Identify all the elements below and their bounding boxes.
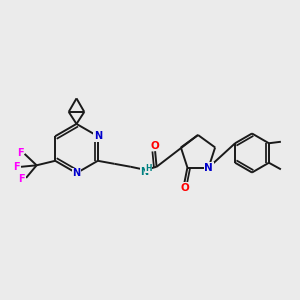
Text: N: N <box>72 168 81 178</box>
Text: F: F <box>19 173 25 184</box>
Text: F: F <box>13 162 20 172</box>
Text: O: O <box>151 141 160 151</box>
Text: N: N <box>94 131 102 141</box>
Text: N: N <box>140 167 149 177</box>
Text: F: F <box>17 148 24 158</box>
Text: N: N <box>204 163 213 172</box>
Text: O: O <box>180 183 189 193</box>
Text: H: H <box>145 164 152 173</box>
